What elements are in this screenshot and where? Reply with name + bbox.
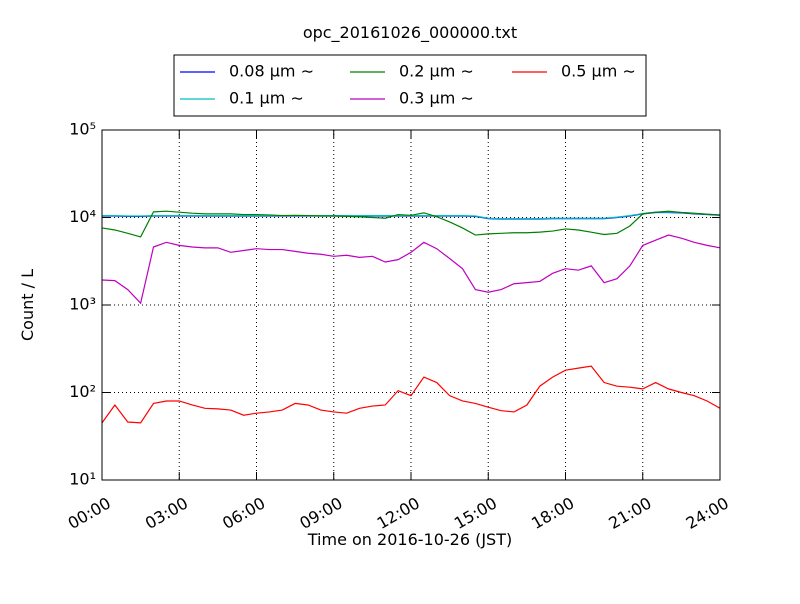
legend-label: 0.2 μm ∼ bbox=[399, 62, 474, 81]
chart-title: opc_20161026_000000.txt bbox=[303, 23, 517, 43]
plot-lines bbox=[101, 210, 721, 424]
y-tick-label: 10⁴ bbox=[69, 207, 96, 226]
y-tick-label: 10¹ bbox=[69, 470, 96, 489]
y-tick-label: 10² bbox=[69, 382, 96, 401]
legend-label: 0.08 μm ∼ bbox=[229, 62, 314, 81]
legend-label: 0.5 μm ∼ bbox=[561, 62, 636, 81]
y-tick-label: 10⁵ bbox=[69, 120, 96, 139]
y-axis-label: Count / L bbox=[18, 269, 37, 341]
series-line bbox=[101, 210, 721, 238]
legend-label: 0.1 μm ∼ bbox=[229, 89, 304, 108]
y-tick-label: 10³ bbox=[69, 295, 96, 314]
series-line bbox=[101, 234, 721, 305]
legend-label: 0.3 μm ∼ bbox=[399, 89, 474, 108]
series-line bbox=[101, 365, 721, 424]
grid bbox=[102, 130, 720, 480]
x-axis-label: Time on 2016-10-26 (JST) bbox=[307, 530, 512, 549]
legend: 0.08 μm ∼ 0.1 μm ∼ 0.2 μm ∼ 0.3 μm ∼ 0.5 μm … bbox=[180, 62, 636, 108]
legend-box bbox=[173, 54, 647, 117]
